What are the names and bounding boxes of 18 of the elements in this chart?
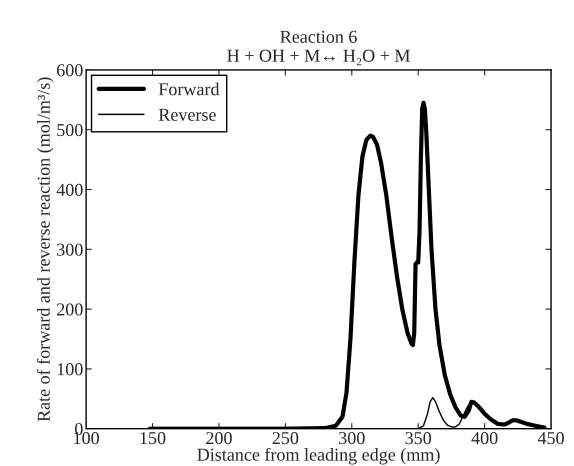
y-tick-label: 300	[57, 244, 83, 256]
y-tick-label: 200	[57, 303, 83, 316]
legend-label: Forward	[158, 82, 220, 96]
x-tick-label: 300	[339, 432, 365, 444]
y-tick-label: 600	[57, 64, 83, 76]
legend-label: Reverse	[158, 108, 216, 121]
x-tick-label: 150	[140, 432, 166, 444]
y-tick-label: 400	[56, 184, 83, 196]
y-tick-label: 100	[58, 363, 83, 376]
x-tick-label: 450	[538, 432, 564, 444]
x-tick-label: 200	[206, 432, 232, 444]
chart-title: Reaction 6 H + OH + M↔ H₂O + M	[227, 30, 410, 66]
x-tick-label: 400	[471, 432, 498, 444]
x-axis-title: Distance from leading edge (mm)	[197, 448, 440, 464]
y-tick-label: 500	[57, 124, 83, 136]
y-axis-title: Rate of forward and reverse reaction (mol/m³/s)	[36, 77, 54, 422]
x-tick-label: 350	[406, 432, 432, 444]
x-tick-label: 250	[272, 432, 298, 444]
